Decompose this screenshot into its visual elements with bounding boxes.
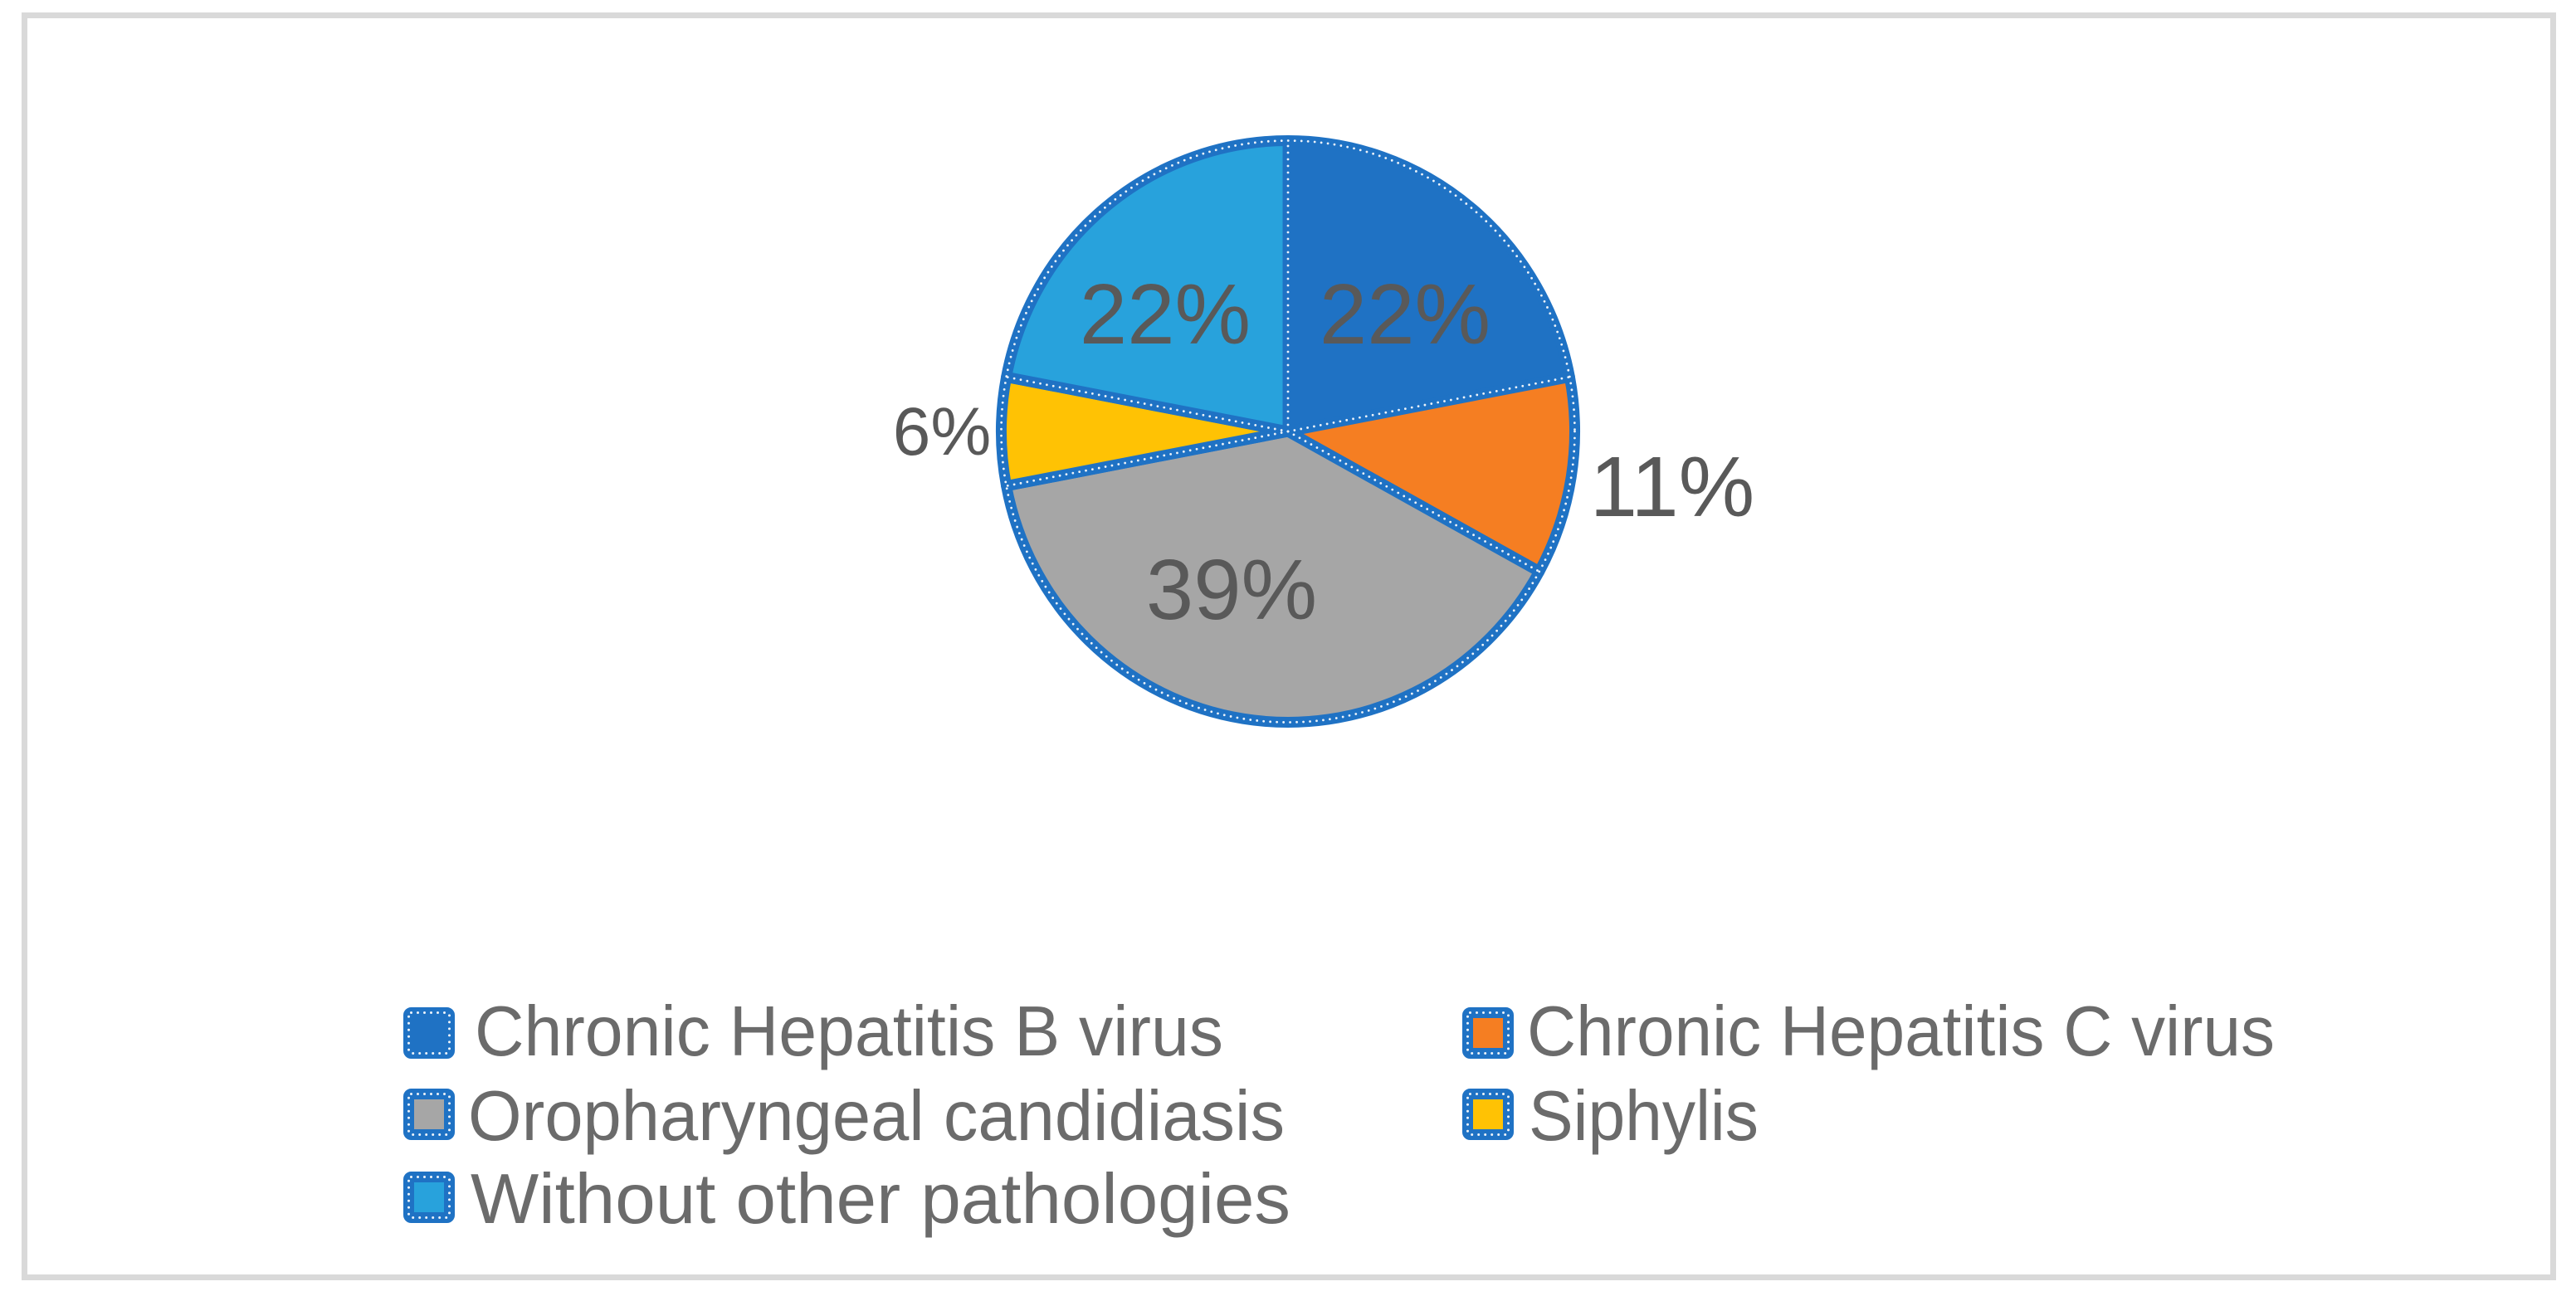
svg-text:22%: 22% — [1320, 266, 1490, 362]
svg-text:39%: 39% — [1146, 542, 1317, 637]
svg-text:6%: 6% — [893, 394, 992, 470]
svg-text:Without other pathologies: Without other pathologies — [471, 1160, 1290, 1239]
svg-text:Siphylis: Siphylis — [1529, 1077, 1759, 1156]
svg-text:Oropharyngeal candidiasis: Oropharyngeal candidiasis — [468, 1077, 1285, 1156]
svg-text:11%: 11% — [1590, 439, 1755, 534]
svg-text:22%: 22% — [1080, 266, 1251, 362]
svg-text:Chronic Hepatitis B virus: Chronic Hepatitis B virus — [475, 992, 1223, 1071]
svg-text:Chronic Hepatitis C virus: Chronic Hepatitis C virus — [1527, 992, 2275, 1071]
